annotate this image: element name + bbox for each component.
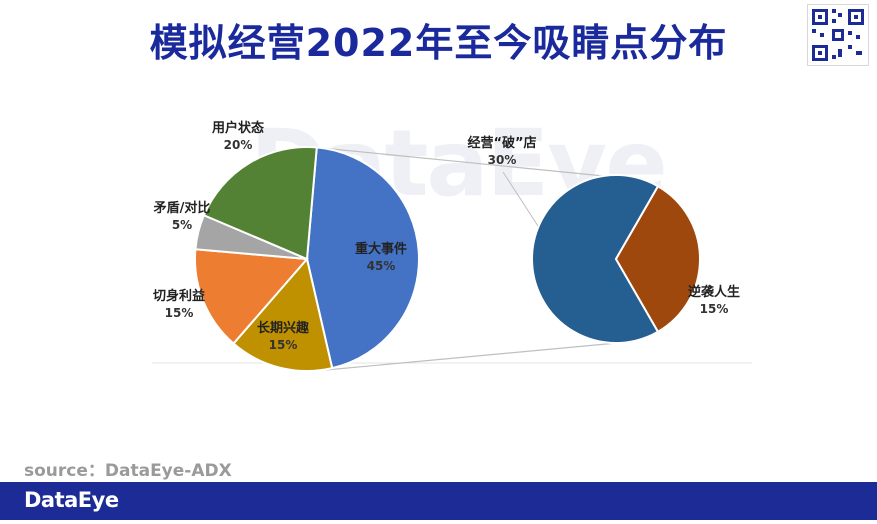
qr-code-icon [807,4,869,66]
slice-value-label: 45% [367,259,396,273]
slice-value-label: 15% [165,306,194,320]
slice-经营破店 [531,174,660,344]
secondary-pie [531,174,702,344]
slice-value-label: 20% [224,138,253,152]
slice-长期兴趣 [232,256,334,372]
connector-lines [321,147,629,371]
slice-label: 用户状态 [211,120,264,136]
slice-切身利益 [194,248,310,345]
page-title: 模拟经营2022年至今吸睛点分布 [149,21,728,65]
slice-label: 经营“破”店 [467,135,536,151]
leader-line [502,171,539,227]
slice-value-label: 5% [172,218,192,232]
slice-重大事件 [305,146,420,370]
footer-logo: DataEye [24,488,119,512]
slice-value-label: 15% [700,302,729,316]
slice-逆袭人生 [614,184,702,334]
slice-value-label: 15% [269,338,298,352]
slice-value-label: 30% [488,153,517,167]
slice-label: 长期兴趣 [257,320,310,336]
source-note: source：DataEye-ADX [24,461,232,481]
main-pie [194,146,420,372]
slice-label: 逆袭人生 [688,284,740,300]
footer-bar: DataEye [0,482,877,520]
connector-bottom [325,341,629,371]
slice-labels: 重大事件 45% 长期兴趣 15% 切身利益 15% 矛盾/对比 5% 用户状态 20% 经营“破”… [153,120,740,352]
connector-top [321,147,615,178]
slice-label: 重大事件 [355,241,407,257]
slice-用户状态 [202,146,318,261]
slice-label: 矛盾/对比 [153,200,211,216]
slice-label: 切身利益 [153,288,205,304]
